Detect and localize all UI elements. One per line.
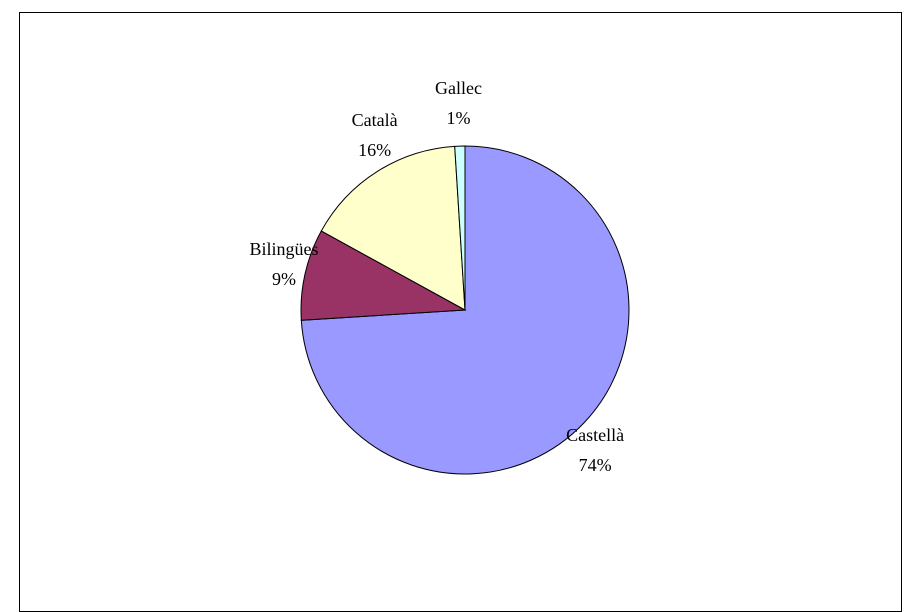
- pie-label-name: Gallec: [435, 78, 482, 98]
- pie-label-0: Castellà 74%: [566, 425, 624, 475]
- pie-slice-2: [320, 145, 466, 311]
- pie-slice-3: [454, 145, 466, 311]
- pie-slices: [300, 145, 630, 475]
- pie-label-value: 16%: [358, 140, 391, 160]
- pie-label-2: Català 16%: [352, 110, 398, 160]
- pie-label-name: Bilingües: [249, 239, 318, 259]
- pie-label-name: Castellà: [566, 425, 624, 445]
- pie-slice-1: [300, 230, 467, 321]
- pie-labels: Castellà 74% Bilingües 9% Català 16% Gallec 1%: [249, 78, 624, 475]
- pie-label-1: Bilingües 9%: [249, 239, 318, 289]
- pie-label-name: Català: [352, 110, 398, 130]
- pie-label-3: Gallec 1%: [435, 78, 482, 128]
- pie-label-value: 74%: [579, 455, 612, 475]
- pie-label-value: 1%: [447, 108, 471, 128]
- pie-label-value: 9%: [272, 269, 296, 289]
